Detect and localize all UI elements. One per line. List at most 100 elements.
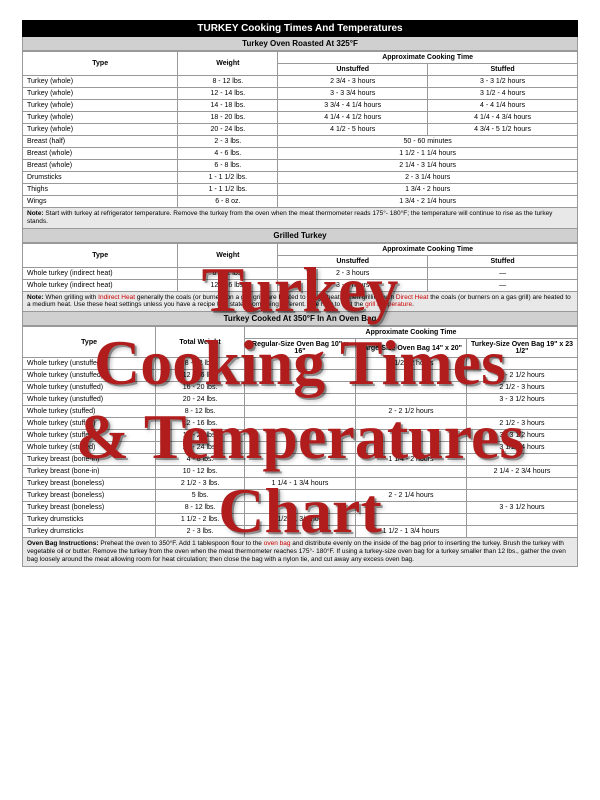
table-header-row: Type Weight Approximate Cooking Time [23,243,578,255]
table-cell [355,502,466,514]
table-cell: Turkey breast (boneless) [23,490,156,502]
table-cell [355,478,466,490]
table-cell: 50 - 60 minutes [278,136,578,148]
table-cell: 1 1/2 - 1 3/4 hours [355,526,466,538]
table-cell: Whole turkey (unstuffed) [23,382,156,394]
col-approx: Approximate Cooking Time [244,327,577,339]
note-text: Start with turkey at refrigerator temper… [27,210,552,225]
table-cell: Turkey (whole) [23,76,178,88]
section2-table: Type Weight Approximate Cooking Time Uns… [22,243,578,313]
section3-table: Type Total Weight Approximate Cooking Ti… [22,326,578,566]
table-row: Wings6 - 8 oz.1 3/4 - 2 1/4 hours [23,196,578,208]
note-text: generally the coals (or burners on a gas… [135,294,396,301]
table-cell [244,382,355,394]
table-cell: 2 - 2 1/2 hours [355,406,466,418]
table-cell: 2 - 3 lbs. [178,136,278,148]
table-cell [355,430,466,442]
oven-bag-link[interactable]: oven bag [264,540,291,547]
table-row: Whole turkey (indirect heat)8 - 12 lbs.2… [23,267,578,279]
table-cell: Turkey breast (bone-in) [23,466,156,478]
table-cell: — [428,279,578,291]
col-type: Type [23,52,178,76]
table-cell [244,430,355,442]
table-row: Breast (half)2 - 3 lbs.50 - 60 minutes [23,136,578,148]
table-cell: 1 3/4 - 2 hours [278,184,578,196]
note-text: When grilling with [44,294,99,301]
table-cell [466,490,577,502]
table-cell [355,370,466,382]
table-cell: 4 3/4 - 5 1/2 hours [428,124,578,136]
table-cell [244,454,355,466]
table-cell: Whole turkey (stuffed) [23,406,156,418]
section3-note: Oven Bag Instructions: Preheat the oven … [23,538,578,566]
table-header-row: Type Weight Approximate Cooking Time [23,52,578,64]
table-row: Whole turkey (unstuffed)16 - 20 lbs.2 1/… [23,382,578,394]
col-approx: Approximate Cooking Time [278,243,578,255]
table-cell: Whole turkey (unstuffed) [23,358,156,370]
table-cell: 1 - 1 1/2 lbs. [178,184,278,196]
table-cell [355,442,466,454]
note-label: Note: [27,294,44,301]
table-cell: Drumsticks [23,172,178,184]
table-cell [355,514,466,526]
table-cell: 3 - 3 1/2 hours [466,502,577,514]
col-stuffed: Stuffed [428,64,578,76]
table-cell: Turkey drumsticks [23,526,156,538]
section2-note: Note: When grilling with Indirect Heat g… [23,291,578,312]
table-cell: 1 1/4 - 2 hours [355,454,466,466]
grill-temp-link[interactable]: grill temperature [365,301,412,308]
table-cell: 8 - 12 lbs. [156,406,245,418]
table-row: Turkey breast (boneless)5 lbs.2 - 2 1/4 … [23,490,578,502]
table-cell: 3 - 3 1/2 hours [466,394,577,406]
table-cell: Turkey breast (bone-in) [23,454,156,466]
table-row: Turkey breast (bone-in)10 - 12 lbs. 2 1/4… [23,466,578,478]
table-row: Turkey breast (boneless)2 1/2 - 3 lbs.1 … [23,478,578,490]
col-type: Type [23,243,178,267]
table-row: Turkey (whole)12 - 14 lbs.3 - 3 3/4 hour… [23,88,578,100]
table-row: Turkey (whole)18 - 20 lbs.4 1/4 - 4 1/2 … [23,112,578,124]
table-cell: 8 - 12 lbs. [156,358,245,370]
table-cell: 3 - 3 1/2 hours [466,430,577,442]
table-cell: 4 - 6 lbs. [178,148,278,160]
table-cell: Whole turkey (indirect heat) [23,267,178,279]
table-row: Breast (whole)4 - 6 lbs.1 1/2 - 1 1/4 ho… [23,148,578,160]
col-type: Type [23,327,156,358]
table-row: Turkey (whole)14 - 18 lbs.3 3/4 - 4 1/4 … [23,100,578,112]
main-banner: TURKEY Cooking Times And Temperatures [22,20,578,37]
table-cell: 4 - 4 1/4 hours [428,100,578,112]
table-row: Whole turkey (unstuffed)20 - 24 lbs.3 - … [23,394,578,406]
table-cell: 3 1/2 - 4 hours [428,88,578,100]
table-cell: 1 1/2 - 1 1/4 hours [278,148,578,160]
table-cell: 2 1/4 - 3 1/4 hours [278,160,578,172]
table-row: Turkey (whole)20 - 24 lbs.4 1/2 - 5 hour… [23,124,578,136]
table-cell [466,454,577,466]
table-cell: 16 - 20 lbs. [156,382,245,394]
col-weight: Weight [178,243,278,267]
table-row: Whole turkey (stuffed)16 - 20 lbs.3 - 3 … [23,430,578,442]
table-cell: Thighs [23,184,178,196]
table-cell [244,490,355,502]
table-cell [244,370,355,382]
table-cell: 20 - 24 lbs. [178,124,278,136]
table-cell: 3 - 3 3/4 hours [278,88,428,100]
table-cell [466,358,577,370]
table-cell: 2 - 2 1/4 hours [355,490,466,502]
table-cell [244,442,355,454]
table-row: Whole turkey (stuffed)20 - 24 lbs.3 1/2 … [23,442,578,454]
table-cell: 3 - 4 hours [278,279,428,291]
col-unstuffed: Unstuffed [278,255,428,267]
table-cell: 2 1/2 - 3 lbs. [156,478,245,490]
note-label: Oven Bag Instructions: [27,540,99,547]
table-row: Turkey drumsticks2 - 3 lbs.1 1/2 - 1 3/4… [23,526,578,538]
table-row: Turkey breast (bone-in)4 - 8 lbs.1 1/4 -… [23,454,578,466]
col-approx: Approximate Cooking Time [278,52,578,64]
table-row: Whole turkey (stuffed)12 - 16 lbs.2 1/2 … [23,418,578,430]
table-cell: 16 - 20 lbs. [156,430,245,442]
table-cell: 8 - 12 lbs. [156,502,245,514]
direct-heat-link[interactable]: Direct Heat [396,294,429,301]
table-cell: 1 1/2 - 1 3/4 hours [244,514,355,526]
indirect-heat-link[interactable]: Indirect Heat [98,294,135,301]
table-cell [466,406,577,418]
table-cell: 2 1/4 - 2 3/4 hours [466,466,577,478]
table-cell: 10 - 12 lbs. [156,466,245,478]
